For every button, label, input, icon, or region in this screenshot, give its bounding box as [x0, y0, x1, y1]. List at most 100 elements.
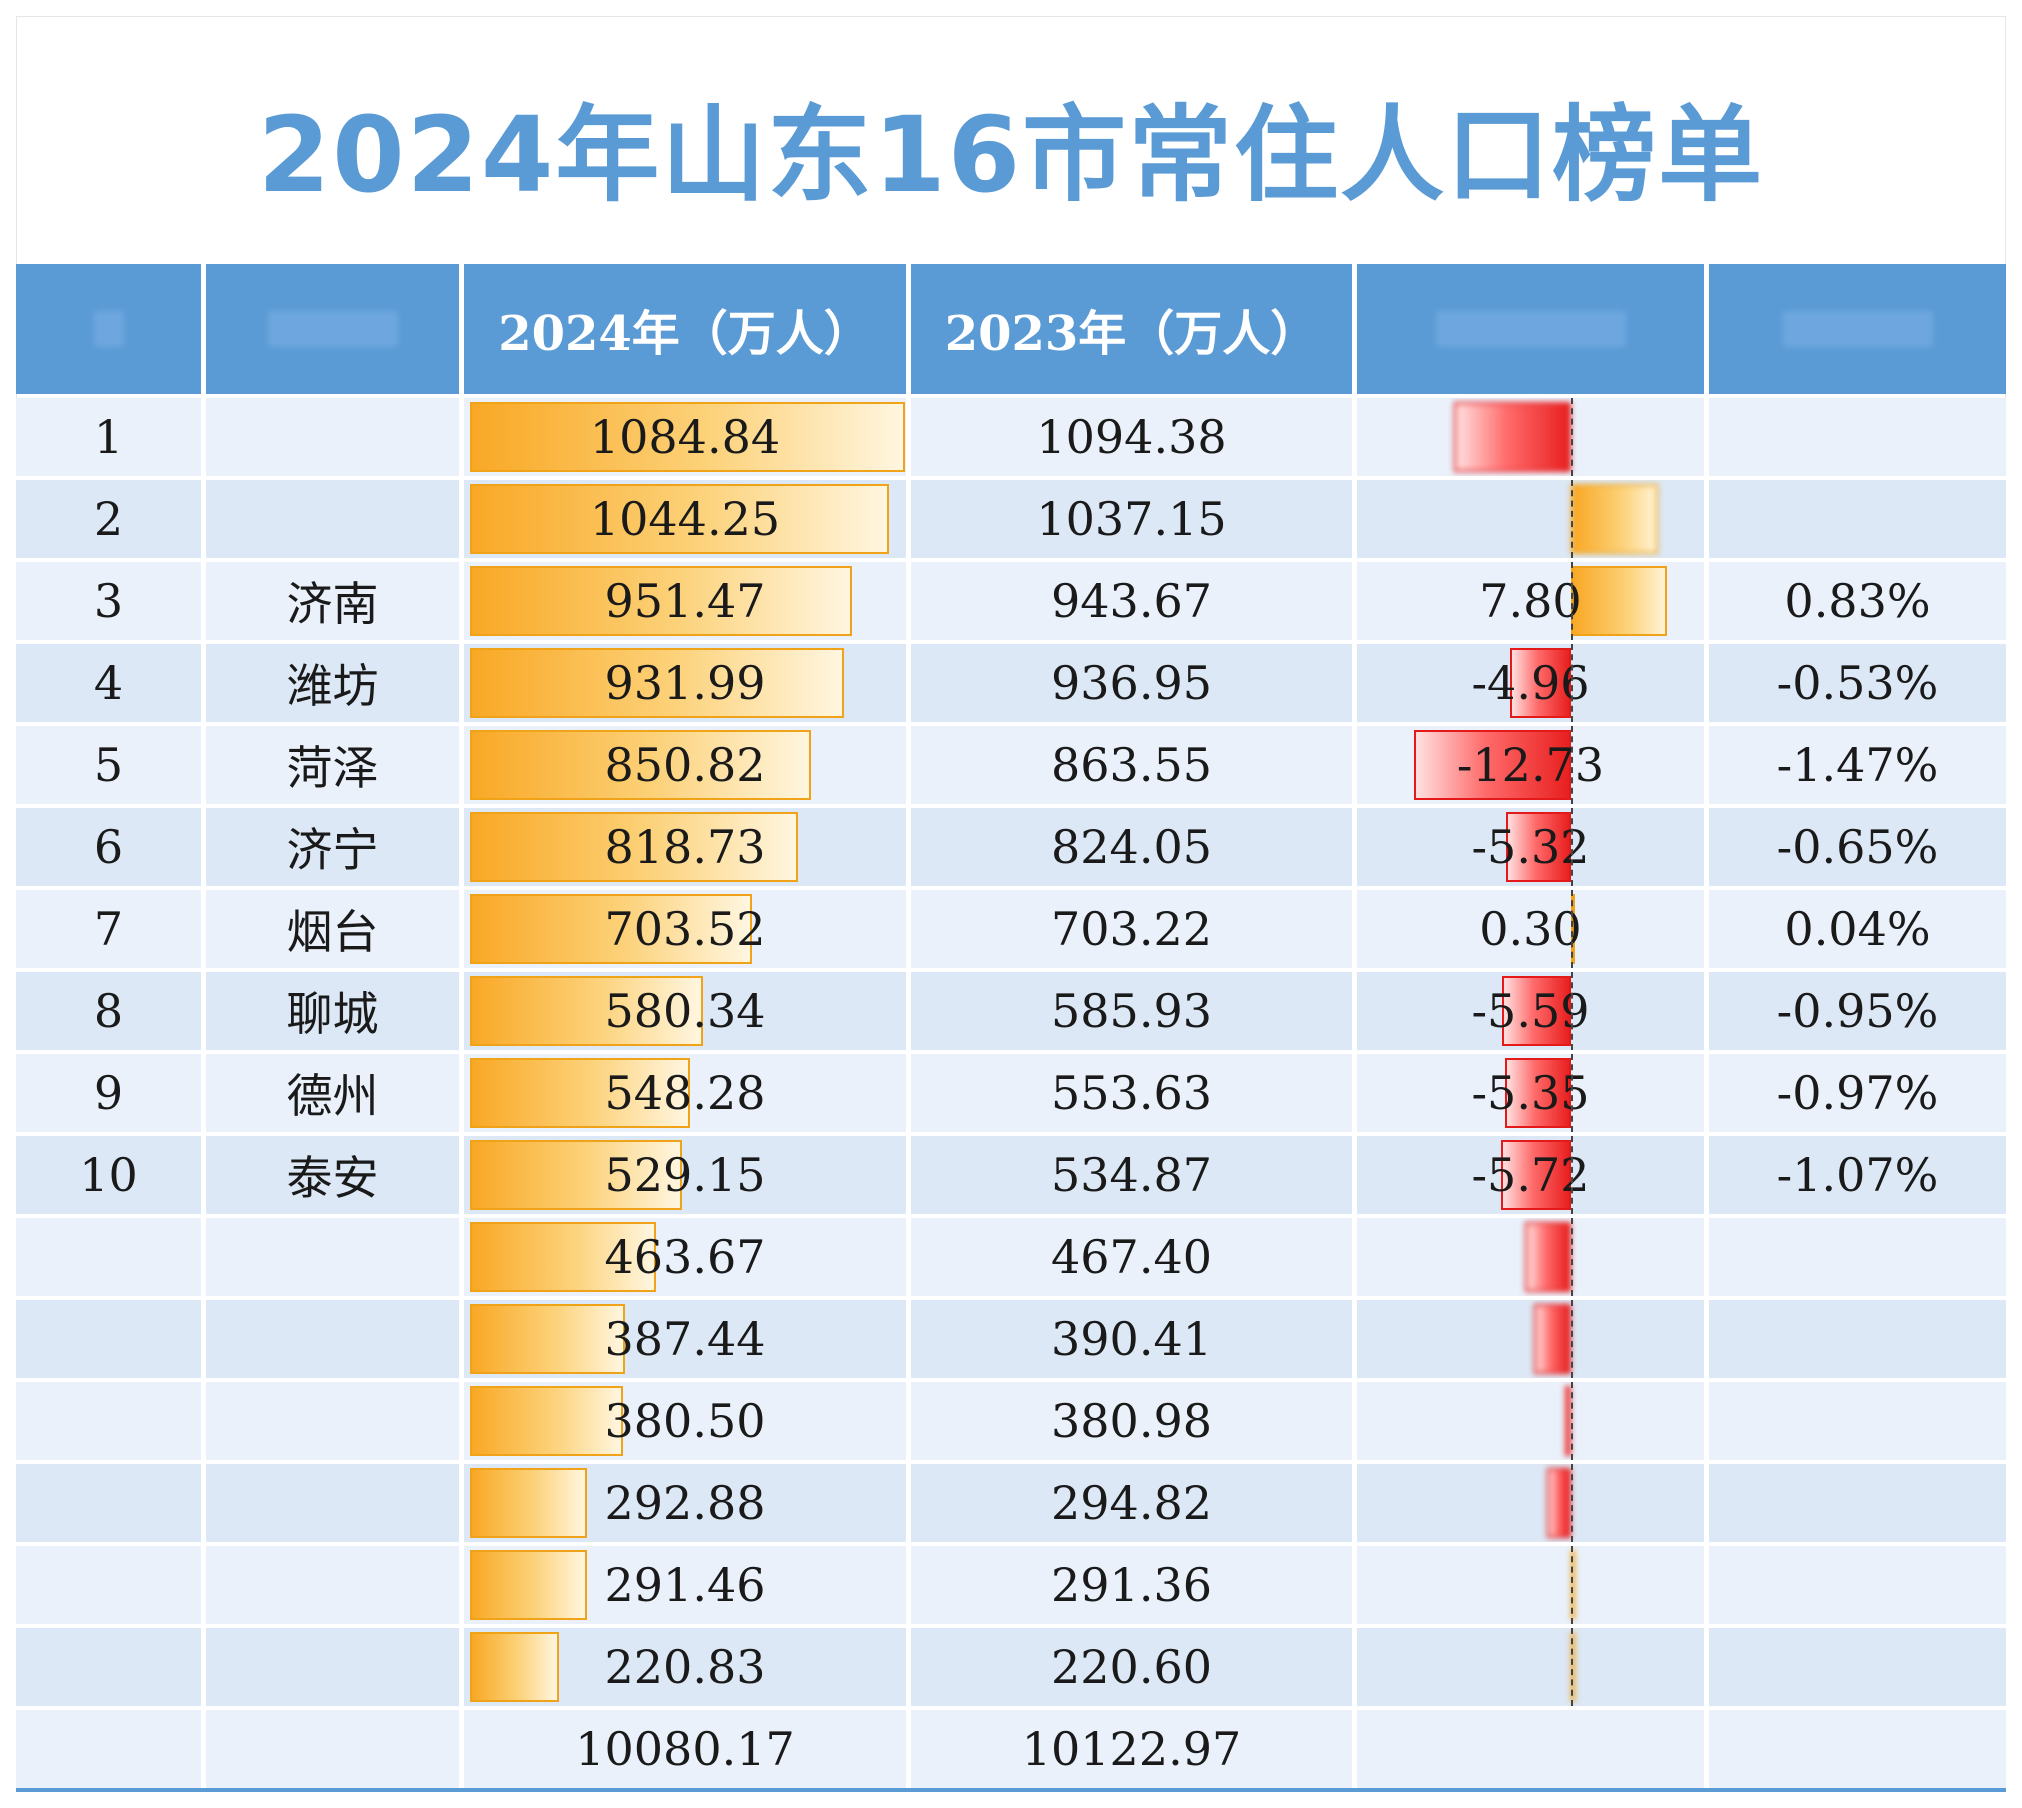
value-2023-cell: 936.95 [911, 644, 1357, 722]
zero-axis [1571, 562, 1573, 640]
value-2024-label: 387.44 [604, 1312, 766, 1366]
bar-2024 [470, 894, 752, 964]
value-2023-label: 553.63 [1051, 1066, 1212, 1120]
table-row: 1 1084.84 1094.38 [16, 398, 2006, 476]
city-label: 济宁 [286, 823, 379, 877]
rank-cell: 9 [16, 1054, 206, 1132]
pct-label: -1.47% [1776, 738, 1939, 792]
bar-2024 [470, 1058, 690, 1128]
table-row: 3 济南 951.47 943.67 7.80 0.83% [16, 562, 2006, 640]
city-label: 济南 [286, 577, 379, 631]
pct-label: 0.04% [1784, 902, 1931, 956]
value-2023-label: 863.55 [1051, 738, 1212, 792]
total-2024-label: 10080.17 [575, 1722, 795, 1776]
value-2024-cell: 580.34 [464, 972, 911, 1050]
city-cell: 菏泽 [206, 726, 464, 804]
value-2024-label: 850.82 [604, 738, 766, 792]
value-2024-label: 1044.25 [589, 492, 781, 546]
city-cell [206, 480, 464, 558]
city-cell [206, 1218, 464, 1296]
rank-cell [16, 1546, 206, 1624]
city-label: 聊城 [286, 987, 379, 1041]
value-2024-cell: 931.99 [464, 644, 911, 722]
change-bar [1454, 402, 1571, 472]
zero-axis [1571, 1382, 1573, 1460]
change-label: -5.59 [1471, 984, 1590, 1038]
value-2023-label: 824.05 [1051, 820, 1212, 874]
value-2024-label: 548.28 [604, 1066, 766, 1120]
bar-2024 [470, 648, 844, 718]
pct-cell [1709, 480, 2006, 558]
rank-cell: 7 [16, 890, 206, 968]
city-cell: 济南 [206, 562, 464, 640]
rank-label: 10 [79, 1148, 138, 1202]
value-2023-label: 585.93 [1051, 984, 1212, 1038]
value-2023-cell: 294.82 [911, 1464, 1357, 1542]
zero-axis [1571, 890, 1573, 968]
rank-cell [16, 1382, 206, 1460]
value-2024-label: 951.47 [604, 574, 766, 628]
rank-cell [16, 1628, 206, 1706]
table-row: 387.44 390.41 [16, 1300, 2006, 1378]
bar-2024 [470, 484, 889, 554]
table-row: 5 菏泽 850.82 863.55 -12.73 -1.47% [16, 726, 2006, 804]
zero-axis [1571, 398, 1573, 476]
zero-axis [1571, 808, 1573, 886]
value-2023-label: 291.36 [1051, 1558, 1212, 1612]
table-row: 2 1044.25 1037.15 [16, 480, 2006, 558]
value-2024-cell: 1044.25 [464, 480, 911, 558]
value-2023-label: 1094.38 [1036, 410, 1227, 464]
bar-2024 [470, 812, 798, 882]
table-bottom-border [16, 1788, 2006, 1792]
change-bar [1414, 730, 1571, 800]
table-row: 7 烟台 703.52 703.22 0.30 0.04% [16, 890, 2006, 968]
value-2023-cell: 553.63 [911, 1054, 1357, 1132]
bar-2024 [470, 402, 905, 472]
value-2024-label: 463.67 [604, 1230, 766, 1284]
change-cell [1357, 1300, 1709, 1378]
table-row: 4 潍坊 931.99 936.95 -4.96 -0.53% [16, 644, 2006, 722]
change-cell [1357, 1218, 1709, 1296]
change-label: -4.96 [1471, 656, 1590, 710]
bar-2024 [470, 1304, 625, 1374]
bar-2024 [470, 976, 703, 1046]
zero-axis [1571, 480, 1573, 558]
city-cell [206, 1546, 464, 1624]
totals-row: 10080.17 10122.97 [16, 1710, 2006, 1788]
value-2024-cell: 818.73 [464, 808, 911, 886]
header-pct [1709, 264, 2006, 394]
table-row: 292.88 294.82 [16, 1464, 2006, 1542]
value-2023-label: 390.41 [1051, 1312, 1212, 1366]
change-cell: -5.59 [1357, 972, 1709, 1050]
pct-cell: -0.53% [1709, 644, 2006, 722]
change-label: 0.30 [1479, 902, 1582, 956]
city-label: 烟台 [286, 905, 379, 959]
rank-label: 5 [93, 738, 124, 792]
table-row: 8 聊城 580.34 585.93 -5.59 -0.95% [16, 972, 2006, 1050]
rank-cell: 8 [16, 972, 206, 1050]
city-cell [206, 1464, 464, 1542]
rank-label: 6 [93, 820, 124, 874]
totals-rank-cell [16, 1710, 206, 1788]
value-2024-cell: 220.83 [464, 1628, 911, 1706]
city-label: 德州 [286, 1069, 379, 1123]
bar-2024 [470, 1632, 559, 1702]
rank-cell [16, 1300, 206, 1378]
value-2023-cell: 291.36 [911, 1546, 1357, 1624]
change-cell [1357, 1628, 1709, 1706]
pct-cell [1709, 1218, 2006, 1296]
city-cell [206, 398, 464, 476]
value-2024-cell: 1084.84 [464, 398, 911, 476]
value-2023-cell: 220.60 [911, 1628, 1357, 1706]
value-2023-cell: 585.93 [911, 972, 1357, 1050]
header-city [206, 264, 464, 394]
pct-cell: -1.47% [1709, 726, 2006, 804]
zero-axis [1571, 1464, 1573, 1542]
value-2024-cell: 463.67 [464, 1218, 911, 1296]
change-cell: -5.72 [1357, 1136, 1709, 1214]
rank-cell: 6 [16, 808, 206, 886]
city-label: 菏泽 [286, 741, 379, 795]
zero-axis [1571, 644, 1573, 722]
total-2024-cell: 10080.17 [464, 1710, 911, 1788]
value-2023-label: 380.98 [1051, 1394, 1212, 1448]
